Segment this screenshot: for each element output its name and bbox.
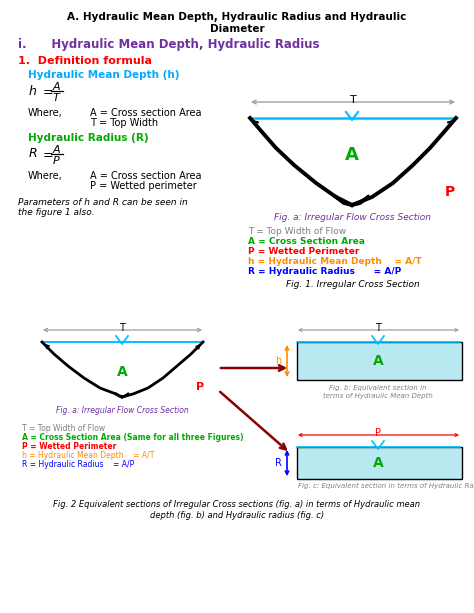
- Text: h = Hydraulic Mean Depth    = A/T: h = Hydraulic Mean Depth = A/T: [248, 257, 422, 266]
- Text: i.      Hydraulic Mean Depth, Hydraulic Radius: i. Hydraulic Mean Depth, Hydraulic Radiu…: [18, 38, 319, 51]
- Text: Fig. 1. Irregular Cross Section: Fig. 1. Irregular Cross Section: [286, 280, 420, 289]
- Text: Fig. a: Irregular Flow Cross Section: Fig. a: Irregular Flow Cross Section: [55, 406, 188, 415]
- Text: h = Hydraulic Mean Depth    = A/T: h = Hydraulic Mean Depth = A/T: [22, 451, 155, 460]
- Text: Fig. a: Irregular Flow Cross Section: Fig. a: Irregular Flow Cross Section: [274, 213, 431, 222]
- Text: A = Cross Section Area: A = Cross Section Area: [248, 237, 365, 246]
- Text: $A$: $A$: [52, 80, 62, 92]
- Text: A. Hydraulic Mean Depth, Hydraulic Radius and Hydraulic: A. Hydraulic Mean Depth, Hydraulic Radiu…: [67, 12, 407, 22]
- Text: $P$: $P$: [52, 154, 61, 166]
- Text: Fig. c: Equivalent section in terms of Hydraulic Radius: Fig. c: Equivalent section in terms of H…: [298, 483, 474, 489]
- Bar: [297, 447, 462, 479]
- Text: R = Hydraulic Radius      = A/P: R = Hydraulic Radius = A/P: [248, 267, 401, 276]
- Text: T: T: [119, 323, 125, 333]
- Text: Hydraulic Mean Depth (h): Hydraulic Mean Depth (h): [28, 70, 180, 80]
- Text: $A$: $A$: [52, 143, 62, 155]
- Text: the figure 1 also.: the figure 1 also.: [18, 208, 95, 217]
- Text: A = Cross section Area: A = Cross section Area: [90, 108, 201, 118]
- Text: Fig. 2 Equivalent sections of Irregular Cross sections (fig. a) in terms of Hydr: Fig. 2 Equivalent sections of Irregular …: [54, 500, 420, 509]
- Text: $T$: $T$: [52, 91, 62, 103]
- Text: A: A: [373, 354, 383, 368]
- Text: R: R: [274, 458, 282, 468]
- Text: 1.  Definition formula: 1. Definition formula: [18, 56, 152, 66]
- Text: $R$: $R$: [28, 147, 37, 160]
- Text: T: T: [350, 95, 356, 105]
- Text: Parameters of h and R can be seen in: Parameters of h and R can be seen in: [18, 198, 188, 207]
- Text: Where,: Where,: [28, 108, 63, 118]
- Text: P = Wetted Perimeter: P = Wetted Perimeter: [248, 247, 359, 256]
- Text: R = Hydraulic Radius    = A/P: R = Hydraulic Radius = A/P: [22, 460, 134, 469]
- Text: P = Wetted perimeter: P = Wetted perimeter: [90, 181, 197, 191]
- Text: T = Top Width of Flow: T = Top Width of Flow: [22, 424, 105, 433]
- Text: A: A: [345, 146, 359, 164]
- Text: T = Top Width of Flow: T = Top Width of Flow: [248, 227, 346, 236]
- Text: T = Top Width: T = Top Width: [90, 118, 158, 128]
- Text: A: A: [373, 456, 383, 470]
- Text: terms of Hydraulic Mean Depth: terms of Hydraulic Mean Depth: [323, 393, 433, 399]
- Text: $=$: $=$: [40, 84, 54, 97]
- Bar: [297, 342, 462, 380]
- Text: A: A: [117, 365, 128, 379]
- Text: Fig. b: Equivalent section in: Fig. b: Equivalent section in: [329, 385, 427, 391]
- Text: P: P: [375, 428, 381, 438]
- Text: A = Cross Section Area (Same for all three Figures): A = Cross Section Area (Same for all thr…: [22, 433, 244, 442]
- Text: A = Cross section Area: A = Cross section Area: [90, 171, 201, 181]
- Text: P: P: [196, 382, 204, 392]
- Text: $h$: $h$: [28, 84, 37, 98]
- Text: P: P: [445, 185, 455, 199]
- Text: Where,: Where,: [28, 171, 63, 181]
- Text: Diameter: Diameter: [210, 24, 264, 34]
- Text: Hydraulic Radius (R): Hydraulic Radius (R): [28, 133, 149, 143]
- Text: depth (fig. b) and Hydraulic radius (fig. c): depth (fig. b) and Hydraulic radius (fig…: [150, 511, 324, 520]
- Text: $=$: $=$: [40, 147, 54, 160]
- Text: h: h: [275, 356, 281, 366]
- Text: T: T: [375, 323, 381, 333]
- Text: P = Wetted Perimeter: P = Wetted Perimeter: [22, 442, 117, 451]
